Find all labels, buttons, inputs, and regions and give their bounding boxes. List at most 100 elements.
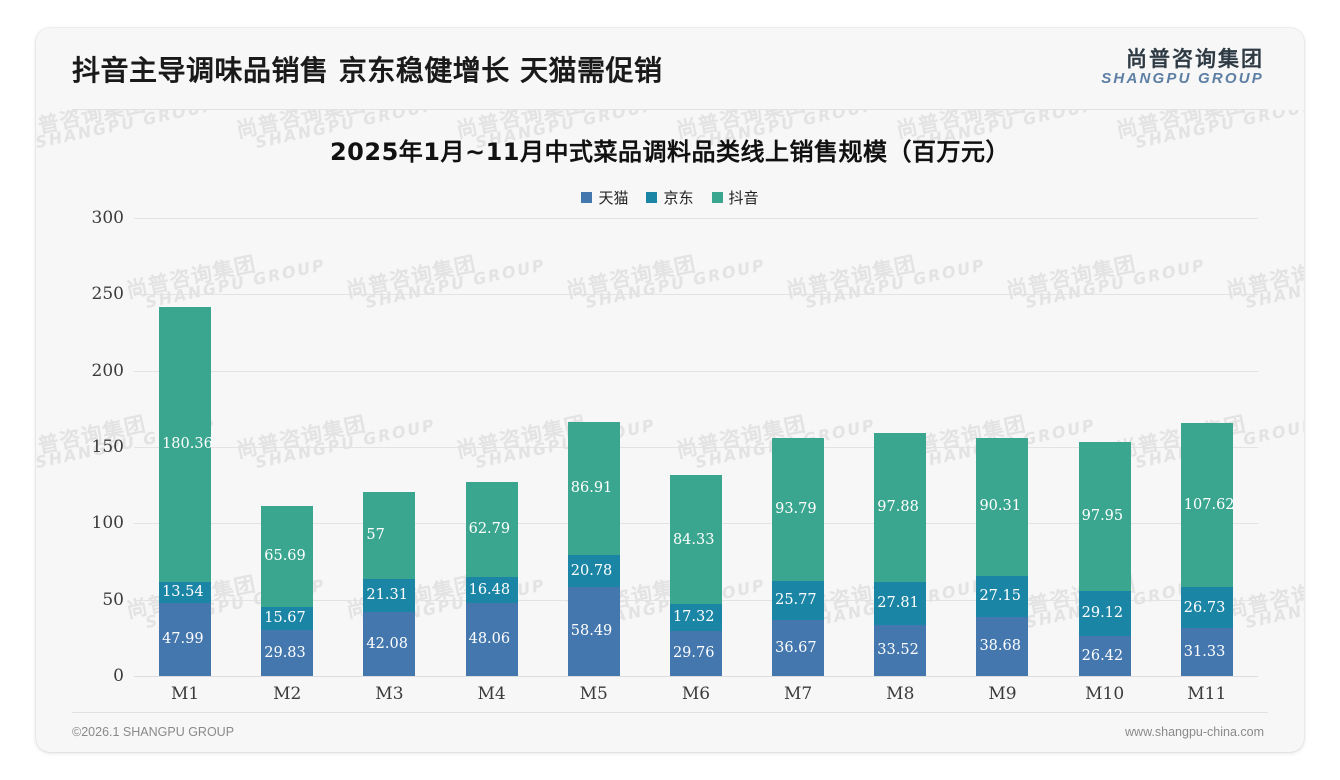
- bar-segment[interactable]: 97.88: [874, 432, 927, 583]
- bar-group[interactable]: 97.88 27.81 33.52: [874, 218, 927, 676]
- bar-value-label: 21.31: [366, 587, 408, 604]
- bar-segment[interactable]: 57: [363, 492, 416, 580]
- y-axis-tick-label: 0: [113, 666, 124, 686]
- bar-group[interactable]: 86.91 20.78 58.49: [567, 218, 620, 676]
- bar-group[interactable]: 62.79 16.48 48.06: [465, 218, 518, 676]
- bar-segment[interactable]: 36.67: [772, 620, 825, 676]
- x-axis-tick-label: M2: [273, 684, 302, 704]
- legend-swatch-icon: [711, 192, 723, 203]
- bar-segment[interactable]: 20.78: [567, 555, 620, 587]
- bar-value-label: 17.32: [672, 609, 715, 626]
- slide-body: 尚普咨询集团 SHANGPU GROUP 尚普咨询集团 SHANGPU GROUP 尚普…: [36, 110, 1304, 712]
- gridline: [134, 370, 1258, 372]
- bar-value-label: 90.31: [979, 498, 1021, 515]
- bar-segment[interactable]: 38.68: [976, 616, 1029, 676]
- gridline: [134, 447, 1258, 448]
- bar-value-label: 65.69: [264, 548, 306, 565]
- x-axis-tick-label: M8: [886, 684, 915, 704]
- x-axis-tick-label: M3: [375, 684, 404, 704]
- legend-item-3[interactable]: 抖音: [711, 187, 759, 208]
- bar-group[interactable]: 84.33 17.32 29.76: [669, 218, 722, 676]
- x-axis-tick-label: M4: [477, 684, 506, 704]
- bar-value-label: 13.54: [162, 584, 204, 601]
- bar-value-label: 26.73: [1183, 599, 1226, 616]
- bar-segment[interactable]: 31.33: [1180, 628, 1233, 676]
- bar-segment[interactable]: 58.49: [567, 586, 620, 676]
- bar-segment[interactable]: 26.42: [1078, 635, 1131, 676]
- slide-card: 抖音主导调味品销售 京东稳健增长 天猫需促销 尚普咨询集团 SHANGPU GR…: [36, 28, 1304, 752]
- bar-segment[interactable]: 84.33: [669, 475, 722, 605]
- bar-segment[interactable]: 65.69: [261, 506, 314, 607]
- bar-segment[interactable]: 42.08: [363, 611, 416, 676]
- legend-label: 天猫: [598, 189, 629, 207]
- bar-group[interactable]: 180.36 13.54 47.99: [159, 218, 213, 676]
- gridline: [134, 676, 1258, 677]
- y-axis-tick-label: 200: [91, 360, 124, 381]
- bar-segment[interactable]: 13.54: [159, 582, 212, 603]
- bar-segment[interactable]: 48.06: [465, 602, 518, 676]
- bar-group[interactable]: 97.95 29.12 26.42: [1078, 218, 1131, 676]
- bar-value-label: 62.79: [468, 521, 511, 538]
- bar-segment[interactable]: 86.91: [567, 422, 620, 555]
- bar-segment[interactable]: 29.83: [261, 630, 314, 676]
- bar-segment[interactable]: 29.76: [669, 630, 722, 676]
- bar-group[interactable]: 107.62 26.73 31.33: [1180, 218, 1235, 676]
- bar-segment[interactable]: 29.12: [1078, 591, 1131, 636]
- bar-value-label: 27.15: [979, 587, 1021, 604]
- bar-value-label: 84.33: [672, 531, 715, 548]
- bar-value-label: 48.06: [468, 631, 511, 648]
- plot-inner: 0 50 100 150 200 250 300 180.36 13.54 47.99 65.69…: [72, 208, 1258, 686]
- bar-value-label: 29.83: [264, 644, 306, 661]
- bar-group[interactable]: 90.31 27.15 38.68: [976, 218, 1029, 676]
- bar-value-label: 57: [366, 527, 385, 544]
- bar-value-label: 27.81: [877, 595, 919, 612]
- bar-group[interactable]: 93.79 25.77 36.67: [772, 218, 825, 676]
- bar-segment[interactable]: 107.62: [1180, 423, 1235, 588]
- x-axis-tick-label: M1: [170, 684, 200, 704]
- bar-segment[interactable]: 17.32: [669, 604, 722, 631]
- bar-value-label: 47.99: [162, 631, 204, 648]
- bar-segment[interactable]: 90.31: [976, 437, 1029, 576]
- legend-label: 抖音: [728, 189, 759, 207]
- y-axis-tick-label: 150: [91, 437, 124, 457]
- chart-title: 2025年1月~11月中式菜品调料品类线上销售规模（百万元）: [329, 138, 1010, 166]
- x-axis-tick-label: M6: [681, 684, 711, 704]
- x-axis-tick-label: M7: [783, 684, 813, 704]
- bar-segment[interactable]: 97.95: [1078, 441, 1131, 592]
- bar-segment[interactable]: 27.15: [976, 575, 1029, 617]
- bar-segment[interactable]: 62.79: [465, 481, 518, 578]
- bars-container: 180.36 13.54 47.99 65.69 15.67 29.83 57 21.31 42…: [134, 218, 1258, 676]
- y-axis-tick-label: 50: [102, 589, 124, 610]
- footer-website: www.shangpu-china.com: [1125, 725, 1264, 739]
- bar-segment[interactable]: 47.99: [159, 602, 212, 676]
- legend-swatch-icon: [646, 192, 658, 203]
- y-axis-tick-label: 300: [91, 208, 124, 228]
- gridline: [134, 218, 1258, 219]
- bar-group[interactable]: 65.69 15.67 29.83: [261, 218, 314, 676]
- bar-group[interactable]: 57 21.31 42.08: [363, 218, 416, 676]
- chart-legend: 天猫 京东 抖音: [36, 187, 1304, 208]
- bar-segment[interactable]: 93.79: [772, 437, 825, 581]
- x-axis: M1 M2 M3 M4 M5 M6 M7 M8 M9 M10 M11: [134, 676, 1258, 712]
- bar-segment[interactable]: 33.52: [874, 624, 927, 676]
- legend-item-2[interactable]: 京东: [646, 187, 694, 208]
- bar-segment[interactable]: 15.67: [261, 606, 314, 631]
- bar-segment[interactable]: 21.31: [363, 579, 416, 612]
- bar-value-label: 16.48: [468, 581, 511, 598]
- logo-english-text: SHANGPU GROUP: [1101, 69, 1264, 87]
- bar-segment[interactable]: 27.81: [874, 582, 927, 625]
- bar-value-label: 29.12: [1081, 605, 1124, 622]
- legend-item-1[interactable]: 天猫: [581, 187, 628, 208]
- bar-value-label: 20.78: [570, 562, 613, 579]
- bar-segment[interactable]: 26.73: [1180, 587, 1233, 629]
- bar-segment[interactable]: 25.77: [772, 580, 825, 621]
- slide-footer: ©2026.1 SHANGPU GROUP www.shangpu-china.…: [36, 712, 1304, 752]
- bar-value-label: 29.76: [672, 645, 715, 662]
- brand-logo: 尚普咨询集团 SHANGPU GROUP: [1101, 48, 1264, 91]
- bar-value-label: 36.67: [775, 639, 817, 656]
- bar-segment[interactable]: 16.48: [465, 577, 518, 603]
- bar-segment[interactable]: 180.36: [159, 306, 213, 583]
- slide-header: 抖音主导调味品销售 京东稳健增长 天猫需促销 尚普咨询集团 SHANGPU GR…: [36, 28, 1304, 110]
- x-axis-tick-label: M11: [1187, 684, 1227, 704]
